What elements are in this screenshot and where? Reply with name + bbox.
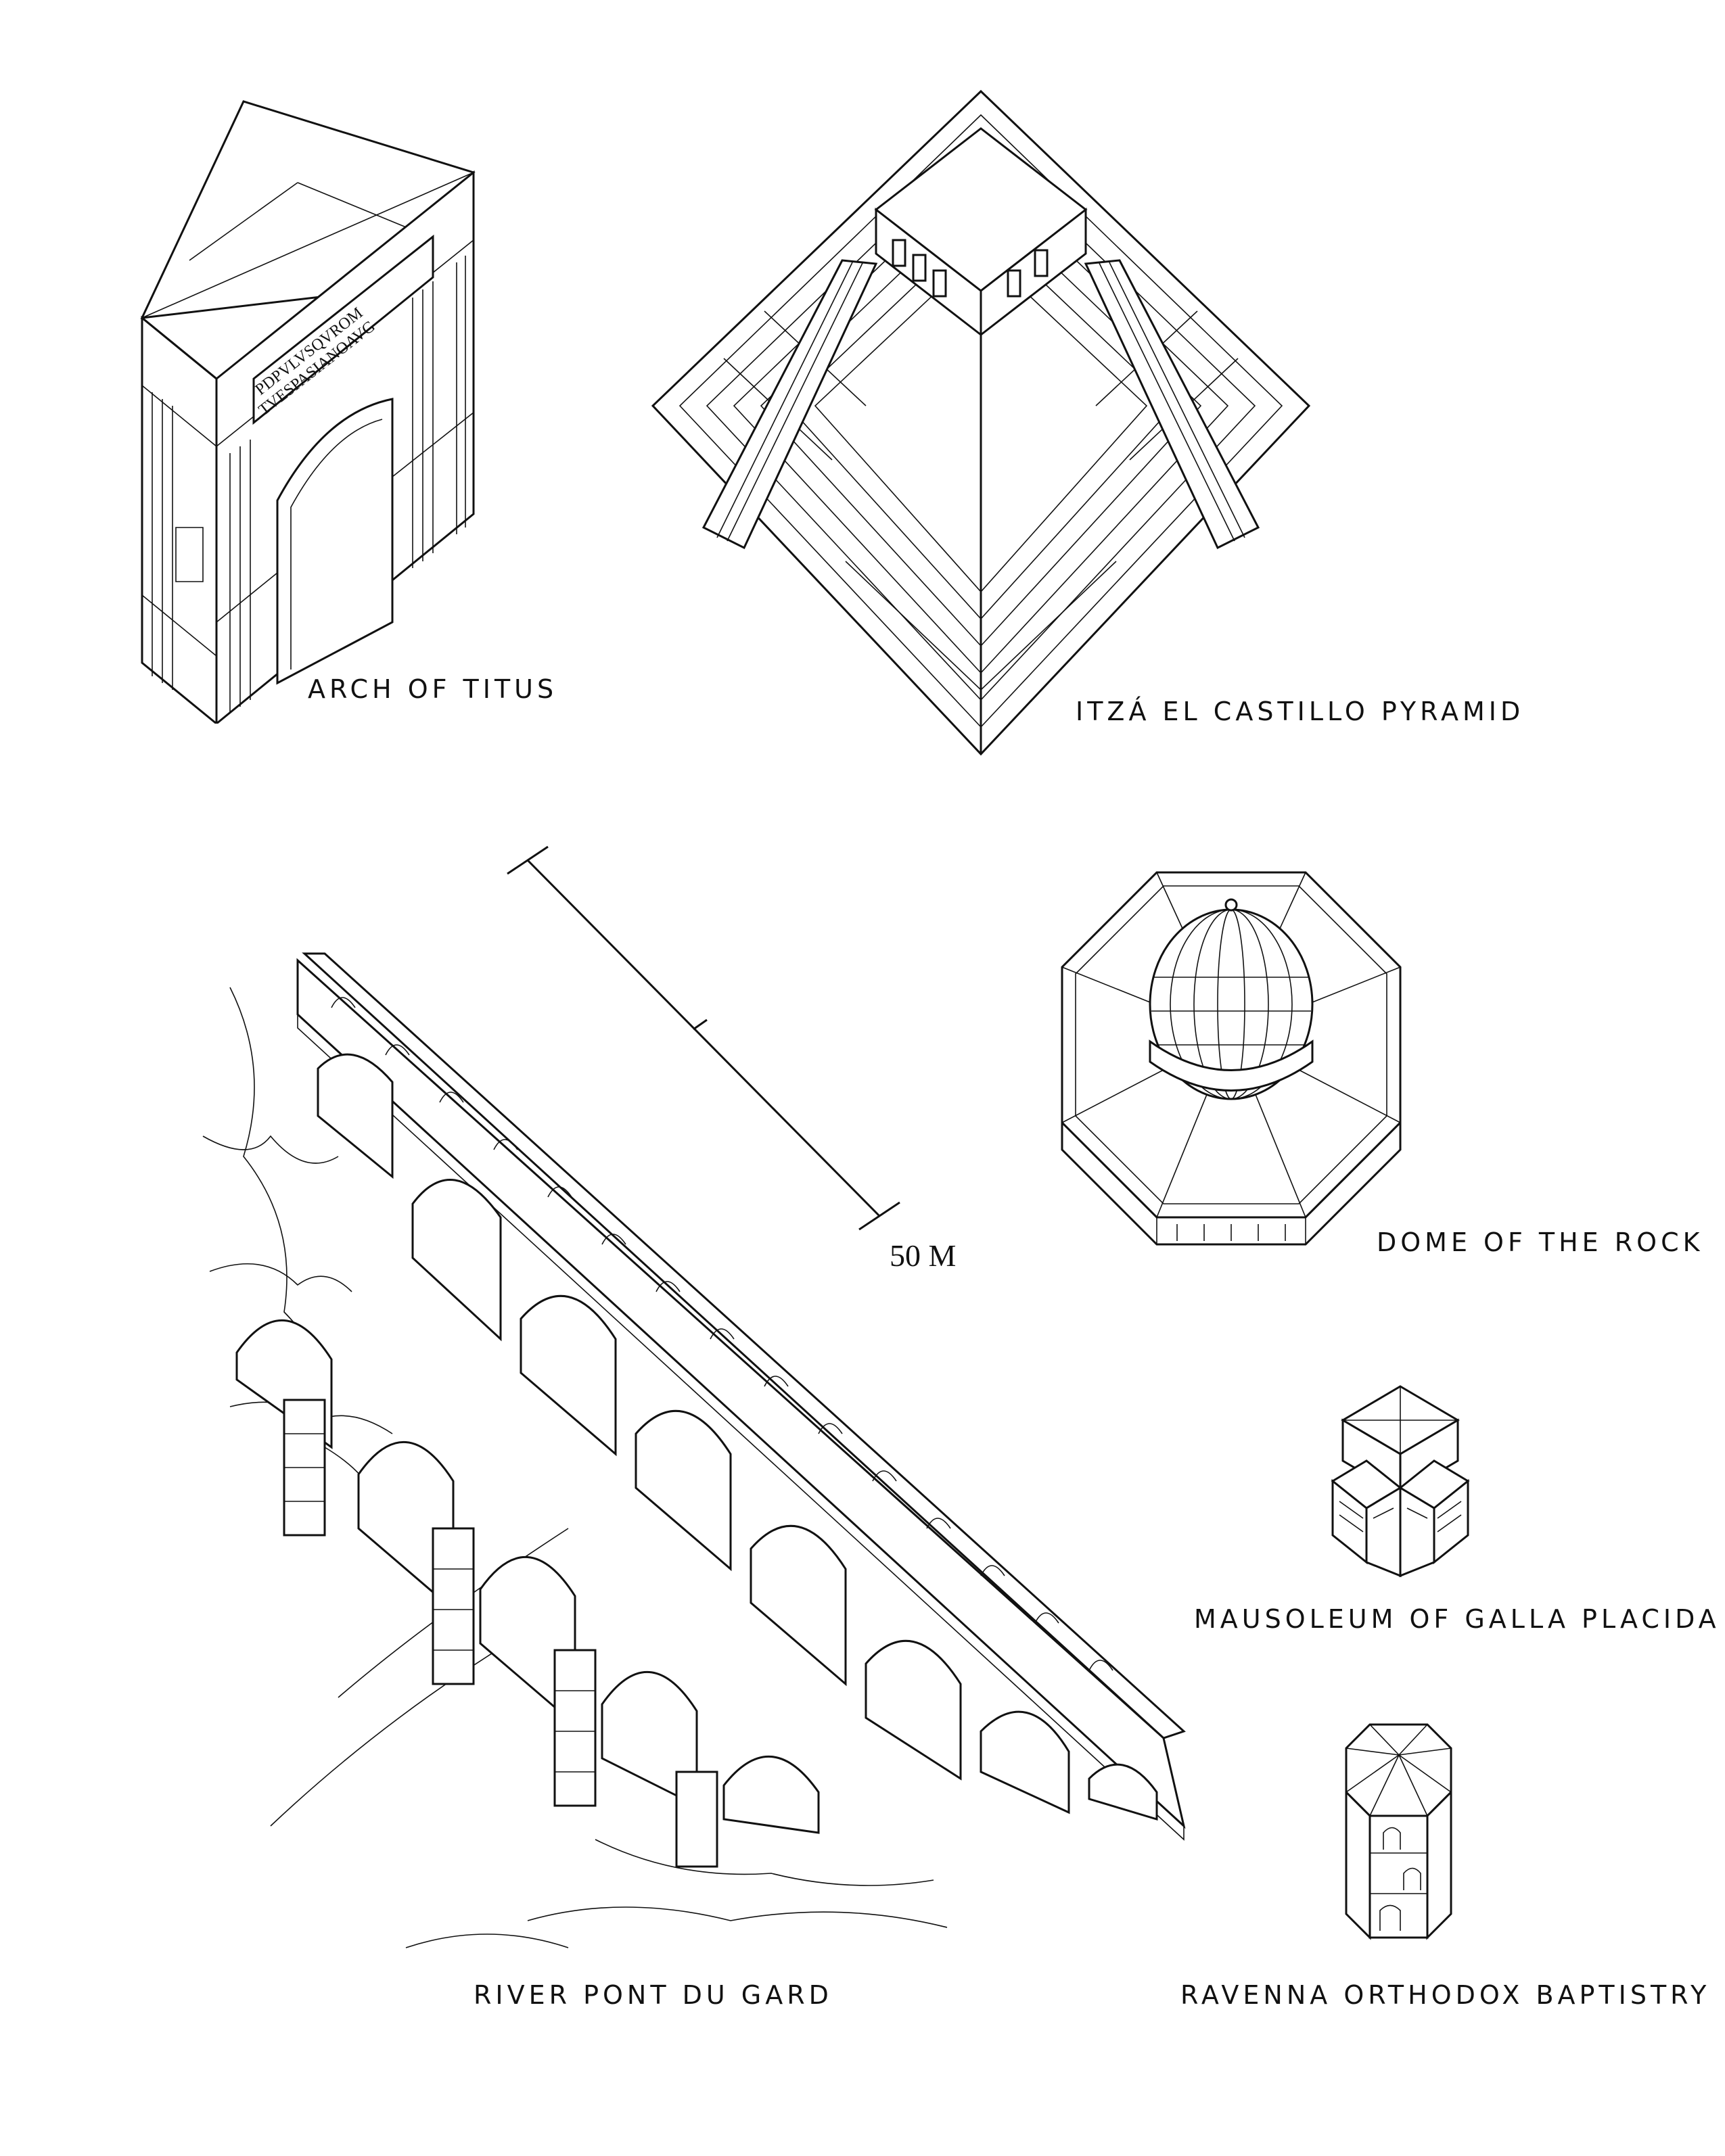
- el-castillo-pyramid-drawing: [643, 88, 1319, 757]
- label-el-castillo-pyramid: ITZÁ EL CASTILLO PYRAMID: [1076, 697, 1525, 726]
- arch-of-titus-drawing: PDPVLVSQVROM TVESPASIANOAVG: [122, 95, 501, 724]
- scale-bar-label: 50 M: [890, 1238, 957, 1273]
- mausoleum-drawing: [1326, 1380, 1475, 1589]
- dome-of-the-rock-drawing: [1055, 866, 1407, 1258]
- label-pont-du-gard: RIVER PONT DU GARD: [474, 1980, 833, 2010]
- label-mausoleum: MAUSOLEUM OF GALLA PLACIDA: [1194, 1604, 1720, 1634]
- label-baptistry: RAVENNA ORTHODOX BAPTISTRY: [1180, 1980, 1711, 2010]
- label-arch-of-titus: ARCH OF TITUS: [308, 674, 558, 704]
- label-dome-of-the-rock: DOME OF THE ROCK: [1377, 1227, 1704, 1257]
- scale-bar: [501, 825, 906, 1244]
- pont-du-gard-drawing: [189, 933, 1204, 1975]
- baptistry-drawing: [1339, 1718, 1458, 1941]
